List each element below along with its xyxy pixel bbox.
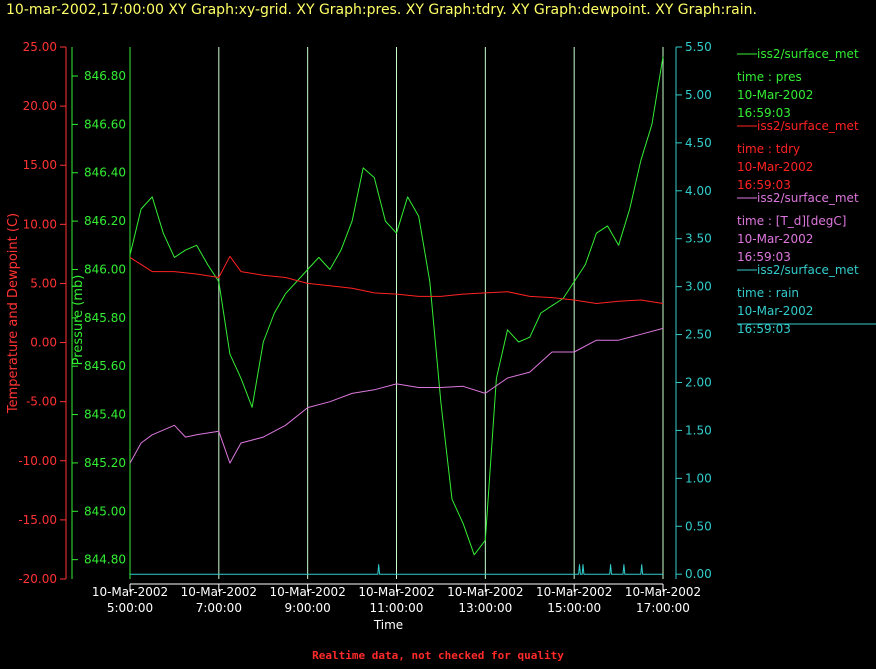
temperature-tick-label: -10.00 [18,454,57,468]
legend-time: 16:59:03 [737,322,791,336]
rain-tick-label: 0.00 [685,567,712,581]
pressure-tick-label: 846.20 [84,214,126,228]
pressure-tick-label: 845.20 [84,456,126,470]
rain-tick-label: 5.50 [685,40,712,54]
legend-time: 16:59:03 [737,250,791,264]
rain-tick-label: 4.00 [685,184,712,198]
x-tick-label-time: 13:00:00 [458,601,512,615]
legend-time: 16:59:03 [737,106,791,120]
pressure-tick-label: 845.00 [84,504,126,518]
x-axis-label: Time [373,618,403,632]
pressure-tick-label: 845.60 [84,359,126,373]
rain-tick-label: 1.50 [685,423,712,437]
legend-field: time : pres [737,70,802,84]
rain-tick-label: 5.00 [685,88,712,102]
temperature-tick-label: -20.00 [18,572,57,586]
x-tick-label-time: 9:00:00 [285,601,331,615]
rain-tick-label: 4.50 [685,136,712,150]
legend-source: iss2/surface_met [757,191,859,205]
legend-field: time : tdry [737,142,800,156]
x-tick-label-time: 11:00:00 [370,601,424,615]
x-tick-label-time: 15:00:00 [547,601,601,615]
legend-field: time : [T_d][degC] [737,214,846,228]
series-line-dewpoint [129,327,664,464]
legend-date: 10-Mar-2002 [737,304,813,318]
x-tick-label-date: 10-Mar-2002 [269,585,345,599]
series-line-rain [130,564,663,575]
temperature-tick-label: 0.00 [30,336,57,350]
legend-date: 10-Mar-2002 [737,88,813,102]
rain-tick-label: 2.00 [685,375,712,389]
pressure-tick-label: 846.40 [84,166,126,180]
pressure-tick-label: 845.40 [84,408,126,422]
temperature-tick-label: 15.00 [23,158,57,172]
temperature-tick-label: 5.00 [30,276,57,290]
pressure-tick-label: 846.60 [84,117,126,131]
x-tick-label-date: 10-Mar-2002 [625,585,701,599]
x-tick-label-date: 10-Mar-2002 [92,585,168,599]
x-tick-label-date: 10-Mar-2002 [447,585,523,599]
legend-source: iss2/surface_met [757,263,859,277]
x-tick-label-date: 10-Mar-2002 [358,585,434,599]
grid-lines [129,47,664,579]
temperature-tick-label: 10.00 [23,217,57,231]
x-tick-label-date: 10-Mar-2002 [181,585,257,599]
rain-tick-label: 2.50 [685,328,712,342]
series-line-pres [129,56,664,556]
temperature-tick-label: -15.00 [18,513,57,527]
x-tick-label-time: 7:00:00 [196,601,242,615]
quality-note: Realtime data, not checked for quality [312,649,564,662]
axes: 10-Mar-2002 5:00:00 10-Mar-2002 7:00:00 10-M… [6,40,712,632]
temperature-tick-label: 20.00 [23,99,57,113]
legend-source: iss2/surface_met [757,119,859,133]
x-tick-label-date: 10-Mar-2002 [536,585,612,599]
legend-date: 10-Mar-2002 [737,232,813,246]
rain-tick-label: 0.50 [685,519,712,533]
legend-field: time : rain [737,286,799,300]
x-tick-label-time: 17:00:00 [636,601,690,615]
x-tick-label-time: 5:00:00 [107,601,153,615]
rain-tick-label: 3.50 [685,232,712,246]
pressure-tick-label: 844.80 [84,553,126,567]
legend-time: 16:59:03 [737,178,791,192]
pressure-tick-label: 846.80 [84,69,126,83]
temperature-axis-label: Temperature and Dewpoint (C) [6,213,21,414]
legend-source: iss2/surface_met [757,47,859,61]
temperature-tick-label: 25.00 [23,40,57,54]
rain-tick-label: 1.00 [685,471,712,485]
series-lines [129,56,664,575]
series-line-tdry [129,255,664,304]
rain-tick-label: 3.00 [685,280,712,294]
temperature-tick-label: -5.00 [26,395,57,409]
pressure-tick-label: 845.80 [84,311,126,325]
pressure-axis-label: Pressure (mb) [71,275,86,366]
window-title: 10-mar-2002,17:00:00 XY Graph:xy-grid. X… [6,2,757,18]
pressure-tick-label: 846.00 [84,262,126,276]
legend-date: 10-Mar-2002 [737,160,813,174]
